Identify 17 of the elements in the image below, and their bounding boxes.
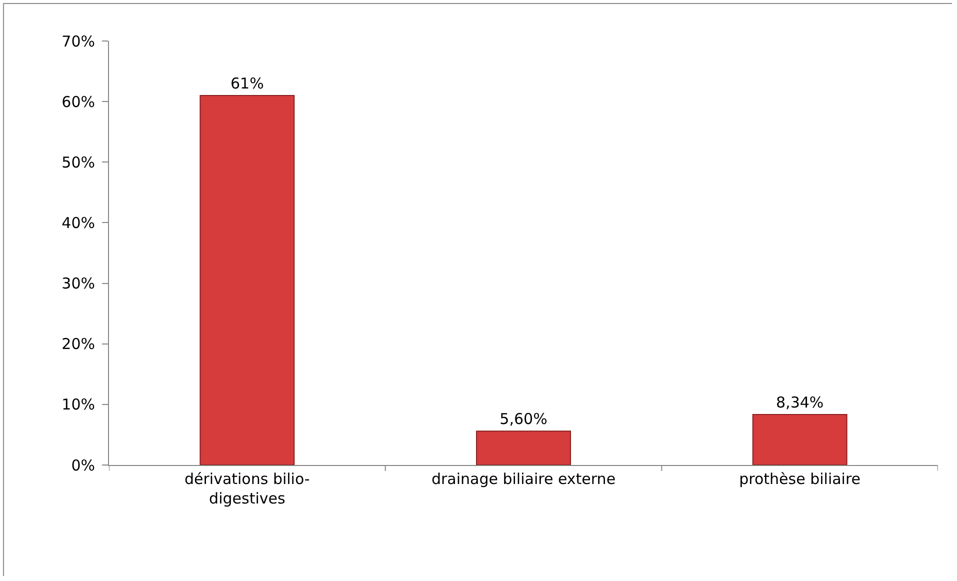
data-label: 5,60% xyxy=(500,410,548,428)
x-tick-label: dérivations bilio-digestives xyxy=(184,470,310,508)
y-tick-label: 70% xyxy=(62,32,95,50)
data-label: 8,34% xyxy=(776,393,824,412)
y-tick-label: 10% xyxy=(62,396,95,414)
y-tick-label: 0% xyxy=(71,456,95,474)
bar xyxy=(476,430,571,465)
x-tick-label: drainage biliaire externe xyxy=(431,470,616,488)
y-tick-label: 20% xyxy=(62,335,95,354)
bar xyxy=(200,95,295,465)
bar xyxy=(752,414,848,465)
y-tick-label: 30% xyxy=(62,274,95,293)
x-tick-label: prothèse biliaire xyxy=(739,470,861,488)
y-tick-label: 40% xyxy=(62,214,95,232)
y-tick-label: 60% xyxy=(62,92,95,111)
y-tick-label: 50% xyxy=(62,153,95,172)
data-label: 61% xyxy=(230,74,264,93)
